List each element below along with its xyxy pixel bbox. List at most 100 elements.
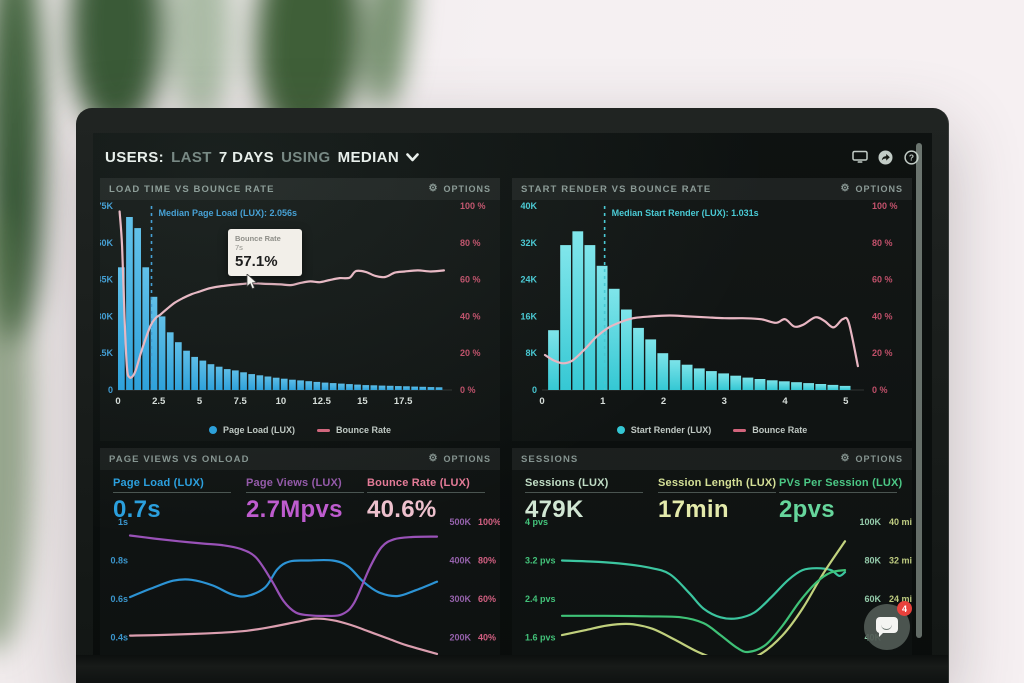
- display-icon[interactable]: [851, 149, 868, 165]
- metrics-row: Page Load (LUX) 0.7s Page Views (LUX) 2.…: [100, 470, 500, 523]
- y-axis-tick-left: 0: [532, 385, 537, 395]
- histogram-bar: [435, 387, 443, 390]
- legend-dot-icon: [616, 426, 625, 434]
- histogram-bar: [657, 353, 669, 390]
- histogram-bar: [240, 372, 247, 390]
- tooltip-x-value: 7s: [235, 243, 243, 252]
- options-button[interactable]: ⚙ OPTIONS: [840, 453, 903, 465]
- series-line: [128, 534, 439, 618]
- users-filter-dropdown[interactable]: USERS: LAST 7 DAYS USING MEDIAN: [105, 149, 419, 166]
- histogram-bar: [766, 380, 778, 390]
- y-axis-tick-right: 20 %: [872, 348, 893, 358]
- row-axis-label: 0.6s: [110, 594, 128, 604]
- histogram-bar: [778, 381, 790, 390]
- x-axis-tick: 0: [539, 396, 544, 407]
- panel-title: LOAD TIME VS BOUNCE RATE: [109, 183, 275, 195]
- histogram-bar: [419, 386, 427, 390]
- y-axis-tick-left: 8K: [525, 348, 537, 358]
- metrics-row: Sessions (LUX) 479K Session Length (LUX)…: [512, 470, 912, 523]
- row-axis-label: 100%: [478, 518, 500, 527]
- y-axis-tick-left: 24K: [520, 275, 537, 285]
- y-axis-tick-right: 20 %: [460, 348, 481, 358]
- chart-legend: Start Render (LUX) Bounce Rate: [512, 425, 912, 435]
- histogram-bar: [681, 364, 693, 390]
- histogram-bar: [175, 342, 182, 390]
- row-axis-label: 60K: [864, 594, 881, 604]
- gear-icon: ⚙: [840, 453, 851, 464]
- chat-widget-button[interactable]: 4: [864, 601, 912, 650]
- x-axis-tick: 2: [661, 396, 666, 407]
- y-axis-tick-right: 80 %: [872, 238, 893, 248]
- row-axis-label: 60%: [478, 594, 496, 604]
- row-axis-label: 200K: [449, 633, 471, 643]
- series-line: [560, 569, 847, 654]
- tooltip-value: 57.1%: [235, 253, 278, 270]
- series-line: [560, 559, 847, 620]
- metric-pvs-per-session: PVs Per Session (LUX) 2pvs: [779, 477, 903, 523]
- row-axis-label: 1s: [118, 518, 128, 527]
- histogram-bar: [134, 228, 141, 390]
- legend-line-icon: [317, 428, 330, 432]
- histogram-bar: [118, 267, 125, 390]
- gear-icon: ⚙: [428, 183, 439, 194]
- panel-header: PAGE VIEWS VS ONLOAD ⚙ OPTIONS: [100, 448, 500, 470]
- histogram-bar: [730, 375, 742, 390]
- median-label: Median Start Render (LUX): 1.031s: [612, 208, 759, 218]
- x-axis-tick: 7.5: [234, 396, 248, 407]
- load-time-histogram-chart[interactable]: 75K 60K 45K 30K 15K 0 100 % 80 % 60 % 40 % 20 % 0 %…: [100, 200, 500, 410]
- row-axis-label: 2.4 pvs: [525, 594, 556, 604]
- row-axis-label: 80K: [864, 556, 881, 566]
- x-axis-tick: 17.5: [394, 396, 413, 407]
- row-axis-label: 1.6 pvs: [525, 633, 556, 643]
- title-segment: LAST: [171, 148, 212, 166]
- histogram-bar: [215, 366, 223, 390]
- y-axis-tick-right: 40 %: [460, 311, 481, 321]
- chart-legend: Page Load (LUX) Bounce Rate: [100, 425, 500, 435]
- panel-sessions: SESSIONS ⚙ OPTIONS Sessions (LUX) 479K Se…: [512, 448, 912, 655]
- histogram-bar: [411, 386, 418, 390]
- series-line: [128, 558, 439, 599]
- y-axis-tick-left: 45K: [100, 275, 113, 285]
- histogram-bar: [166, 332, 174, 390]
- histogram-bar: [280, 378, 288, 390]
- histogram-bar: [803, 383, 814, 390]
- histogram-bar: [150, 296, 158, 390]
- share-icon[interactable]: [877, 149, 894, 165]
- y-axis-tick-left: 32K: [520, 238, 537, 248]
- row-axis-label: 32 min: [889, 556, 912, 566]
- options-button[interactable]: ⚙ OPTIONS: [428, 453, 491, 465]
- bounce-rate-line: [118, 210, 445, 379]
- gear-icon: ⚙: [840, 183, 851, 194]
- histogram-bar: [207, 364, 215, 390]
- histogram-bar: [378, 385, 386, 390]
- page-scrollbar[interactable]: [916, 143, 922, 638]
- sessions-line-chart[interactable]: 4 pvs 100K 40 min 3.2 pvs 80K 32 min 2.4 pvs 60…: [512, 518, 912, 655]
- dashboard-screen: USERS: LAST 7 DAYS USING MEDIAN ?: [93, 133, 932, 655]
- histogram-bar: [742, 377, 754, 390]
- histogram-bar: [321, 382, 329, 390]
- histogram-bar: [199, 360, 207, 390]
- options-button[interactable]: ⚙ OPTIONS: [840, 183, 903, 195]
- laptop-bottom-bezel: [76, 655, 948, 683]
- laptop-frame: USERS: LAST 7 DAYS USING MEDIAN ?: [76, 108, 949, 683]
- row-axis-label: 100K: [859, 518, 881, 527]
- panel-page-views-vs-onload: PAGE VIEWS VS ONLOAD ⚙ OPTIONS Page Load …: [100, 448, 500, 655]
- row-axis-label: 0.8s: [110, 556, 128, 566]
- histogram-bar: [297, 380, 304, 390]
- histogram-bar: [126, 217, 133, 390]
- histogram-bar: [427, 387, 435, 390]
- histogram-bar: [386, 385, 394, 390]
- y-axis-tick-right: 100 %: [872, 201, 898, 211]
- page-views-line-chart[interactable]: 1s 500K 100% 0.8s 400K 80% 0.6s 300K 60% 0.4s 200K…: [100, 518, 500, 655]
- panel-header: START RENDER VS BOUNCE RATE ⚙ OPTIONS: [512, 178, 912, 200]
- metric-sessions: Sessions (LUX) 479K: [525, 477, 643, 524]
- y-axis-tick-right: 60 %: [460, 275, 481, 285]
- histogram-bar: [584, 245, 596, 390]
- histogram-bar: [815, 384, 827, 390]
- histogram-bar: [289, 379, 296, 390]
- start-render-histogram-chart[interactable]: 40K 32K 24K 16K 8K 0 100 % 80 % 60 % 40 % 20 % 0 % 0…: [512, 200, 912, 410]
- y-axis-tick-left: 16K: [520, 311, 537, 321]
- options-button[interactable]: ⚙ OPTIONS: [428, 183, 491, 195]
- histogram-bar: [754, 379, 766, 390]
- x-axis-tick: 3: [722, 396, 727, 407]
